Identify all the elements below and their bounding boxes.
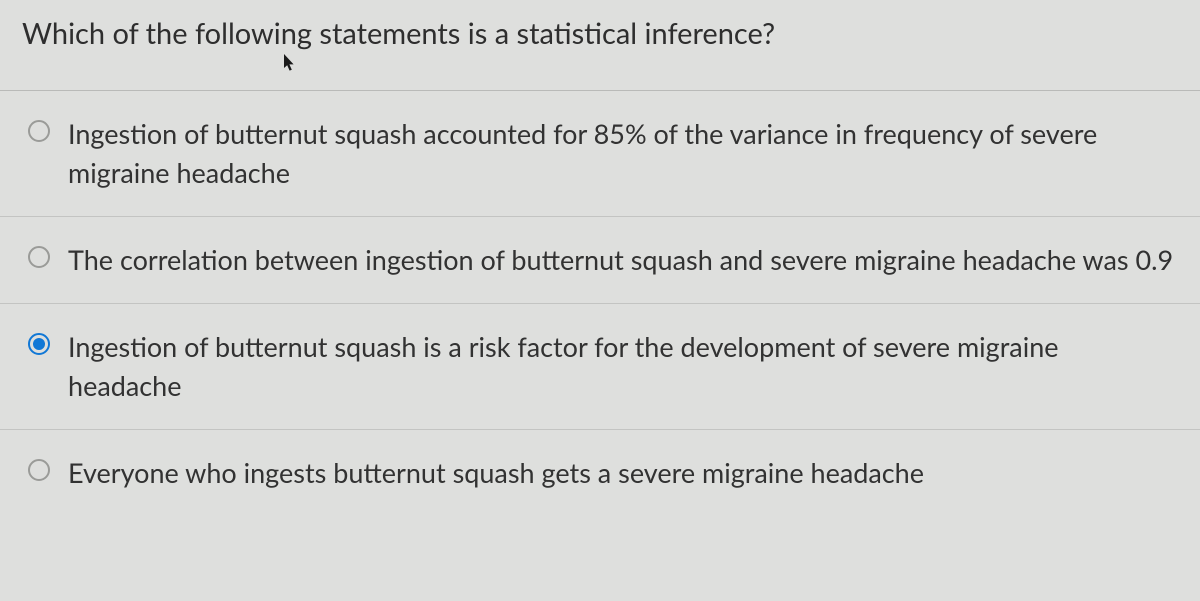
- option-label: The correlation between ingestion of but…: [68, 241, 1173, 279]
- question-prompt: Which of the following statements is a s…: [22, 16, 1178, 52]
- option-everyone[interactable]: Everyone who ingests butternut squash ge…: [0, 430, 1200, 516]
- radio-icon[interactable]: [28, 120, 50, 142]
- radio-icon[interactable]: [28, 246, 50, 268]
- option-label: Ingestion of butternut squash accounted …: [68, 115, 1178, 192]
- option-label: Everyone who ingests butternut squash ge…: [68, 454, 924, 492]
- option-variance[interactable]: Ingestion of butternut squash accounted …: [0, 91, 1200, 217]
- cursor-icon: [283, 54, 297, 72]
- radio-icon[interactable]: [28, 459, 50, 481]
- radio-icon[interactable]: [28, 333, 50, 355]
- option-label: Ingestion of butternut squash is a risk …: [68, 328, 1178, 405]
- question-header: Which of the following statements is a s…: [0, 0, 1200, 91]
- quiz-container: Which of the following statements is a s…: [0, 0, 1200, 601]
- option-risk-factor[interactable]: Ingestion of butternut squash is a risk …: [0, 304, 1200, 430]
- option-correlation[interactable]: The correlation between ingestion of but…: [0, 217, 1200, 304]
- options-list: Ingestion of butternut squash accounted …: [0, 91, 1200, 516]
